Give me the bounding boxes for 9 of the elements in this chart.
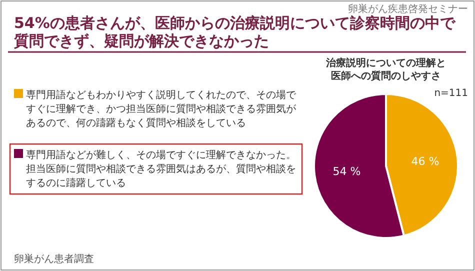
- legend-label: 専門用語などもわかりやすく説明してくれたので、その場ですぐに理解でき、かつ担当医師に質問や相談できる雰囲気があるので、何の躊躇もなく質問や相談をしている: [26, 89, 297, 129]
- text: 卵巣がん疾患啓発セミナー: [348, 3, 468, 15]
- data-label: 54 %: [332, 164, 361, 178]
- chart-title: 54%の患者さんが、医師からの治療説明について診察時間の中で質問できず、疑問が解決できなかった: [13, 14, 456, 50]
- text: n=111: [434, 88, 468, 99]
- data-label: 46 %: [411, 155, 440, 168]
- chart-subtitle: 治療説明についての理解と医師への質問のしやすさ: [325, 57, 446, 82]
- legend-label: 専門用語などが難しく、その場ですぐに理解できなかった。担当医師に質問や相談できる雰囲気はあるが、質問や相談をするのに躊躇している: [26, 149, 296, 189]
- text: 卵巣がん患者調査: [14, 253, 94, 265]
